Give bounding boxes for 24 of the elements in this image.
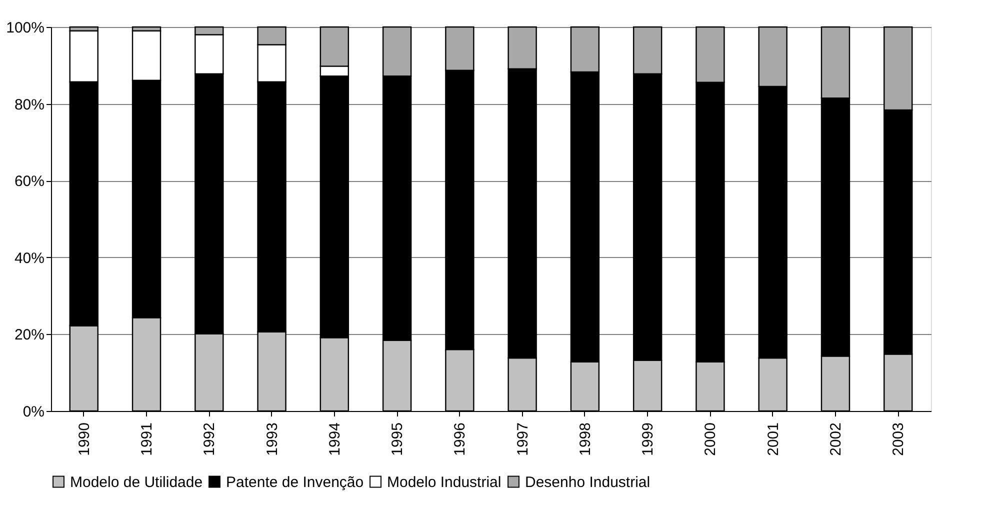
- x-tick-label: 1992: [201, 422, 218, 456]
- x-tick-label: 1998: [576, 422, 594, 456]
- x-tick-label: 1990: [76, 422, 93, 456]
- y-tick-label: 60%: [14, 173, 44, 190]
- x-tick-label: 1991: [138, 422, 156, 456]
- y-tick-label: 40%: [14, 250, 44, 267]
- y-tick-label: 80%: [14, 96, 44, 114]
- x-tick-label: 1999: [640, 422, 657, 456]
- x-tick-label: 2003: [890, 422, 908, 456]
- x-tick-label: 2002: [827, 422, 844, 456]
- x-tick-label: 2000: [702, 422, 720, 456]
- x-tick-label: 1995: [389, 422, 406, 456]
- y-tick-label: 100%: [6, 20, 44, 36]
- x-tick-label: 1996: [452, 422, 469, 456]
- y-tick-label: 20%: [14, 326, 44, 344]
- x-tick-label: 2001: [764, 422, 782, 456]
- legend-label: Modelo Industrial: [387, 474, 502, 491]
- legend-label: Modelo de Utilidade: [70, 474, 203, 491]
- y-tick-label: 0%: [22, 404, 44, 420]
- x-tick-label: 1997: [514, 422, 532, 456]
- legend-label: Patente de Invenção: [226, 474, 364, 491]
- x-tick-label: 1994: [326, 422, 344, 456]
- legend-label: Desenho Industrial: [525, 474, 650, 491]
- x-tick-label: 1993: [264, 422, 281, 456]
